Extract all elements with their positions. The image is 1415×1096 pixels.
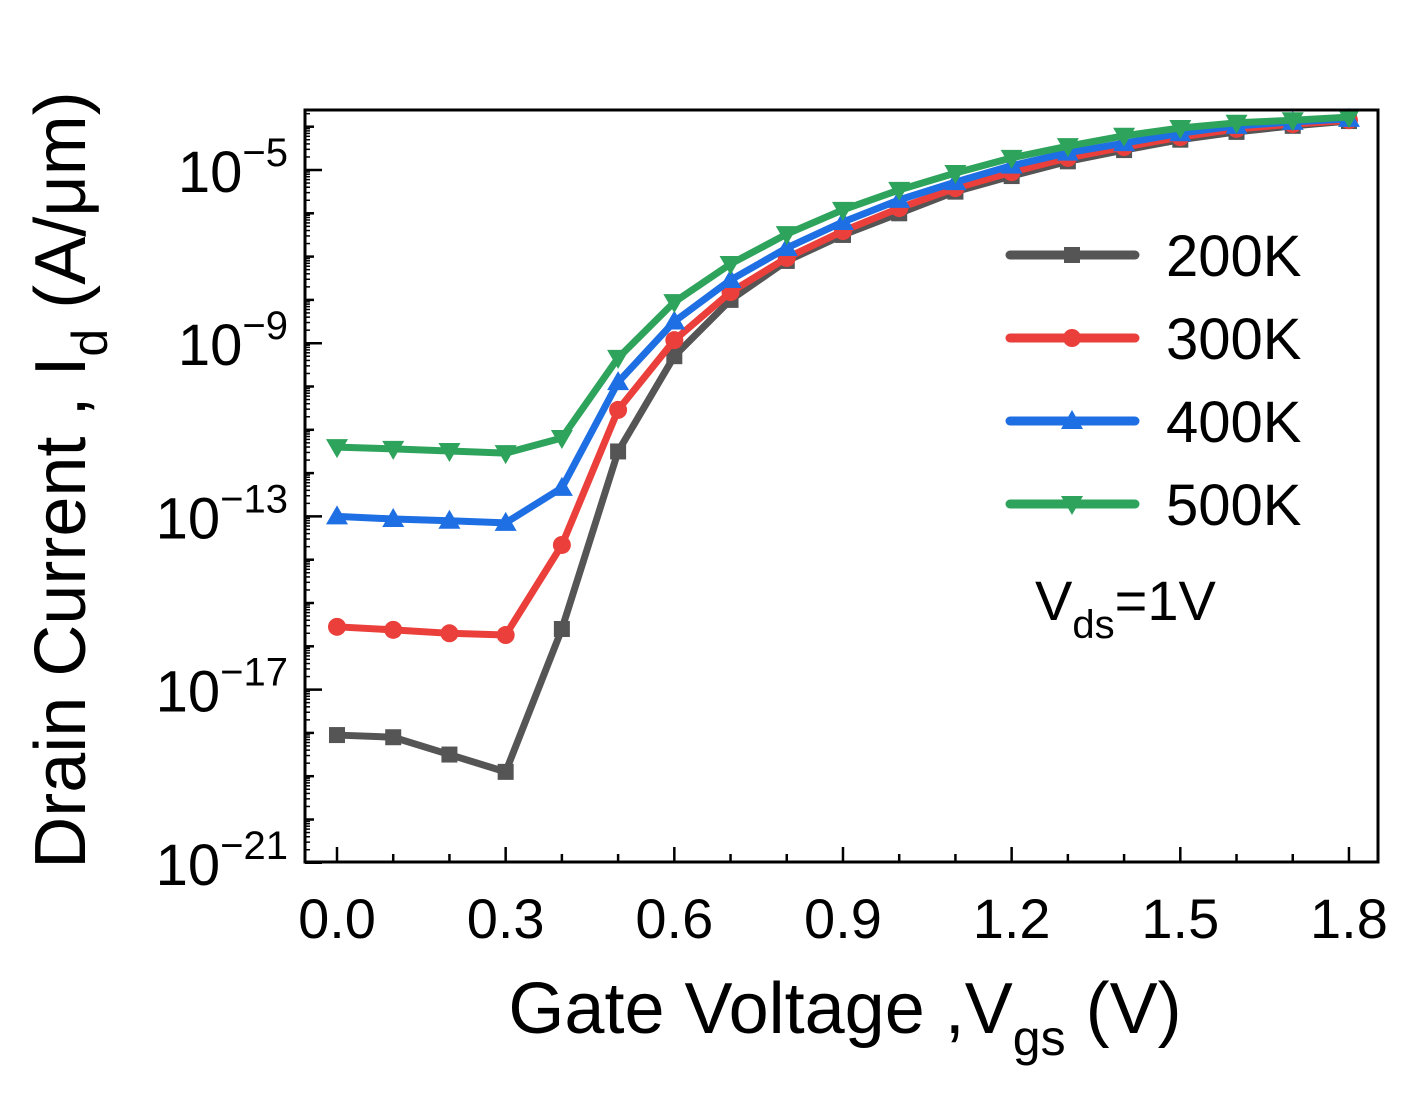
y-tick-label-base: 10	[178, 313, 243, 378]
y-axis-label-subscript: d	[62, 329, 118, 357]
y-tick-label: 10−13	[156, 477, 288, 551]
data-point-500K	[663, 294, 686, 314]
y-tick-label-exponent: −5	[242, 131, 288, 175]
x-axis-label: Gate Voltage ,Vgs (V)	[508, 969, 1181, 1066]
data-point-400K	[663, 310, 686, 330]
y-axis-label-suffix: (A/μm)	[21, 91, 101, 328]
y-tick-label-base: 10	[178, 140, 243, 205]
y-tick-label: 10−9	[178, 304, 288, 378]
data-point-500K	[775, 226, 798, 246]
data-point-400K	[550, 476, 573, 496]
y-tick-label: 10−21	[156, 824, 288, 898]
data-point-500K	[831, 201, 854, 221]
data-point-400K	[607, 371, 630, 391]
axes: 0.0 0.3 0.6 0.9 1.2 1.5 1.810−510−910−1310−171…	[156, 112, 1388, 950]
data-point-500K	[1225, 114, 1248, 134]
data-point-300K	[609, 400, 628, 419]
y-tick-label-exponent: −13	[220, 477, 288, 521]
y-tick-label-base: 10	[156, 486, 221, 551]
legend-label: 400K	[1166, 390, 1302, 455]
data-point-500K	[438, 443, 461, 463]
data-point-200K	[385, 729, 402, 746]
data-point-500K	[607, 349, 630, 369]
data-point-500K	[550, 430, 573, 450]
annotation-vds-main: V	[1035, 569, 1073, 632]
annotation-vds-subscript: ds	[1072, 603, 1114, 647]
data-point-200K	[441, 746, 458, 763]
data-point-500K	[1056, 138, 1079, 158]
data-point-500K	[1000, 149, 1023, 169]
series-300K	[328, 111, 1358, 645]
data-point-500K	[1169, 119, 1192, 139]
legend-marker	[1064, 247, 1080, 263]
legend-marker	[1061, 496, 1083, 515]
legend-item-400K: 400K	[1005, 390, 1302, 455]
x-tick-label: 1.5	[1141, 887, 1219, 950]
data-point-500K	[1113, 127, 1136, 147]
legend-marker	[1061, 410, 1083, 429]
data-point-200K	[553, 620, 570, 637]
legend-item-500K: 500K	[1005, 473, 1302, 538]
series-500K	[326, 109, 1360, 465]
annotation-vds-suffix: =1V	[1115, 569, 1217, 632]
data-point-500K	[494, 445, 517, 465]
data-point-500K	[719, 255, 742, 275]
y-tick-label: 10−17	[156, 651, 288, 725]
data-point-500K	[944, 165, 967, 185]
x-tick-label: 1.2	[973, 887, 1051, 950]
data-point-300K	[328, 617, 346, 636]
plot-marks	[326, 107, 1360, 780]
y-tick-label-exponent: −9	[242, 304, 288, 348]
x-axis-label-suffix: (V)	[1066, 969, 1182, 1049]
data-point-200K	[329, 727, 345, 744]
y-tick-label-base: 10	[156, 833, 221, 898]
data-point-200K	[610, 443, 627, 460]
x-tick-label: 0.3	[467, 887, 545, 950]
legend-label: 200K	[1166, 224, 1302, 289]
x-tick-label: 0.6	[635, 887, 713, 950]
data-point-500K	[382, 440, 405, 460]
data-point-400K	[382, 507, 405, 527]
data-point-300K	[384, 620, 403, 639]
x-tick-label: 0.0	[298, 887, 376, 950]
data-point-500K	[1281, 112, 1304, 132]
y-tick-label-exponent: −17	[220, 651, 288, 695]
legend-label: 300K	[1166, 307, 1302, 372]
legend: 200K 300K 400K 500K	[1005, 224, 1302, 538]
legend-item-300K: 300K	[1005, 307, 1302, 372]
y-axis-label-main: Drain Current , I	[21, 357, 101, 869]
data-point-200K	[666, 348, 683, 365]
x-tick-label: 1.8	[1310, 887, 1388, 950]
data-point-200K	[497, 763, 514, 780]
data-point-500K	[326, 439, 348, 459]
data-point-400K	[775, 236, 798, 256]
y-tick-label: 10−5	[178, 131, 288, 205]
x-axis-label-main: Gate Voltage ,V	[508, 969, 1012, 1049]
x-axis-label-subscript: gs	[1013, 1010, 1066, 1066]
legend-item-200K: 200K	[1005, 224, 1302, 289]
data-point-300K	[552, 535, 571, 554]
y-axis-label: Drain Current , Id (A/μm)	[21, 91, 118, 868]
y-tick-label-base: 10	[156, 660, 221, 725]
data-point-500K	[888, 181, 911, 201]
data-point-400K	[326, 505, 348, 525]
data-point-300K	[496, 626, 515, 645]
data-point-500K	[1337, 109, 1360, 129]
y-tick-label-exponent: −21	[220, 824, 288, 868]
data-point-400K	[438, 509, 461, 529]
data-point-300K	[440, 624, 459, 643]
series-line-300K	[336, 116, 1350, 639]
data-point-400K	[494, 511, 517, 531]
legend-marker	[1063, 329, 1081, 347]
data-point-400K	[719, 268, 742, 288]
legend-label: 500K	[1166, 473, 1302, 538]
data-point-300K	[665, 331, 684, 350]
annotation-vds: Vds=1V	[1035, 569, 1216, 647]
x-tick-label: 0.9	[804, 887, 882, 950]
